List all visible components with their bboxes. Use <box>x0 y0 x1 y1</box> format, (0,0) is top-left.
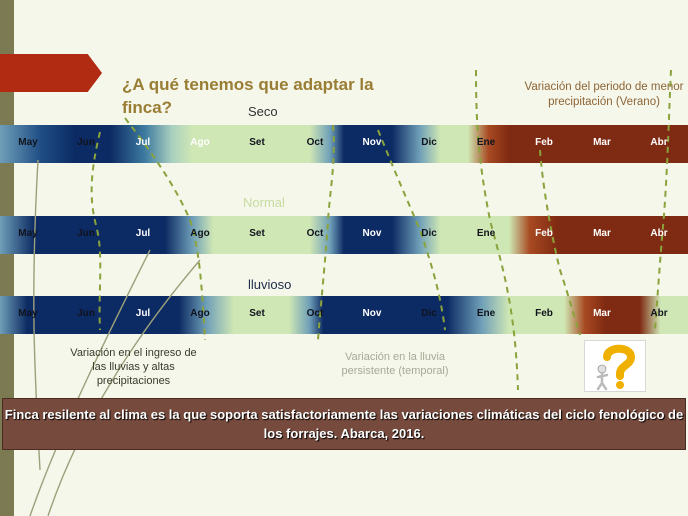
month-label-set: Set <box>249 228 265 239</box>
month-label-oct: Oct <box>306 228 324 239</box>
note-rain-onset-variation: Variación en el ingreso de las lluvias y… <box>70 347 197 387</box>
month-label-jul: Jul <box>135 308 151 319</box>
row-label-seco: Seco <box>248 104 278 119</box>
month-label-mar: Mar <box>593 137 611 148</box>
month-label-nov: Nov <box>362 308 382 319</box>
title-arrow-shape <box>0 54 102 92</box>
month-label-jul: Jul <box>135 228 151 239</box>
month-label-set: Set <box>249 308 265 319</box>
month-label-ago: Ago <box>190 137 210 148</box>
month-label-jun: Jun <box>77 228 95 239</box>
month-label-dic: Dic <box>421 137 437 148</box>
conclusion-text: Finca resilente al clima es la que sopor… <box>4 407 684 441</box>
month-label-nov: Nov <box>362 137 382 148</box>
note-dry-period-variation: Variación del periodo de menor precipita… <box>524 81 684 108</box>
month-label-jun: Jun <box>77 308 95 319</box>
month-label-jul: Jul <box>135 137 151 148</box>
month-label-abr: Abr <box>650 137 668 148</box>
row-label-normal: Normal <box>243 195 285 210</box>
question-mark-figure-icon <box>584 340 646 392</box>
month-label-ene: Ene <box>476 137 496 148</box>
conclusion-banner: Finca resilente al clima es la que sopor… <box>2 398 686 450</box>
month-label-feb: Feb <box>535 137 553 148</box>
month-label-oct: Oct <box>306 137 324 148</box>
month-label-dic: Dic <box>421 308 437 319</box>
month-label-oct: Oct <box>306 308 324 319</box>
month-label-ene: Ene <box>476 228 496 239</box>
month-label-may: May <box>18 228 38 239</box>
month-label-ago: Ago <box>190 308 210 319</box>
month-label-abr: Abr <box>650 308 668 319</box>
month-label-may: May <box>18 308 38 319</box>
month-label-ene: Ene <box>476 308 496 319</box>
month-label-set: Set <box>249 137 265 148</box>
month-label-feb: Feb <box>535 308 553 319</box>
month-label-jun: Jun <box>77 137 95 148</box>
month-label-nov: Nov <box>362 228 382 239</box>
slide-title: ¿A qué tenemos que adaptar la finca? <box>122 75 374 117</box>
row-label-lluvioso: lluvioso <box>248 277 292 292</box>
note-persistent-rain-variation: Variación en la lluvia persistente (temp… <box>341 351 449 377</box>
month-label-may: May <box>18 137 38 148</box>
month-label-mar: Mar <box>593 228 611 239</box>
month-label-dic: Dic <box>421 228 437 239</box>
month-label-mar: Mar <box>593 308 611 319</box>
month-label-abr: Abr <box>650 228 668 239</box>
month-label-feb: Feb <box>535 228 553 239</box>
month-label-ago: Ago <box>190 228 210 239</box>
